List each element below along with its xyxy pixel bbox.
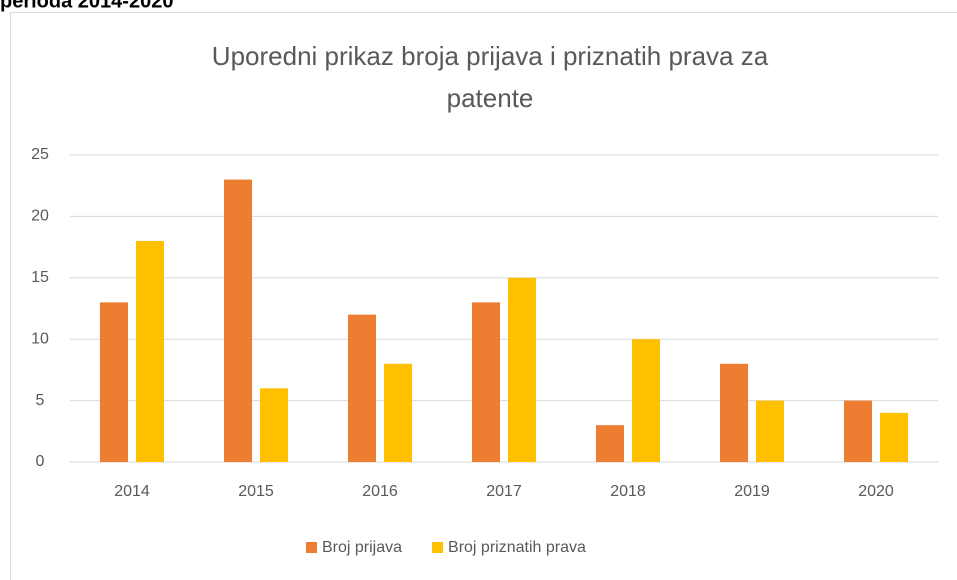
bar (596, 425, 624, 462)
y-tick-label: 10 (31, 330, 49, 347)
chart-frame (10, 12, 957, 580)
x-tick-label: 2015 (238, 483, 274, 500)
bar (260, 388, 288, 462)
bar (508, 277, 536, 462)
y-tick-label: 25 (31, 146, 49, 163)
legend-swatch (432, 542, 444, 553)
bar (844, 400, 872, 462)
x-tick-label: 2014 (114, 483, 150, 500)
x-tick-label: 2019 (734, 483, 770, 500)
legend-label: Broj prijava (322, 539, 402, 556)
bar (224, 179, 252, 462)
bar (472, 302, 500, 462)
x-tick-label: 2017 (486, 483, 522, 500)
legend-label: Broj priznatih prava (448, 539, 586, 556)
y-tick-label: 0 (36, 453, 45, 470)
x-tick-label: 2020 (858, 483, 894, 500)
bar (720, 363, 748, 462)
bar (632, 339, 660, 462)
bar (756, 400, 784, 462)
bar (100, 302, 128, 462)
bar (880, 412, 908, 462)
y-tick-label: 20 (31, 208, 49, 225)
bar (384, 363, 412, 462)
x-tick-label: 2016 (362, 483, 398, 500)
x-tick-label: 2018 (610, 483, 646, 500)
bar (348, 314, 376, 462)
page-heading: perioda 2014-2020 (0, 0, 173, 12)
chart-title: patente (447, 83, 534, 113)
legend-swatch (306, 542, 317, 553)
bar (136, 240, 164, 462)
y-tick-label: 15 (31, 269, 49, 286)
y-tick-label: 5 (36, 392, 45, 409)
chart-title: Uporedni prikaz broja prijava i priznati… (212, 41, 769, 71)
